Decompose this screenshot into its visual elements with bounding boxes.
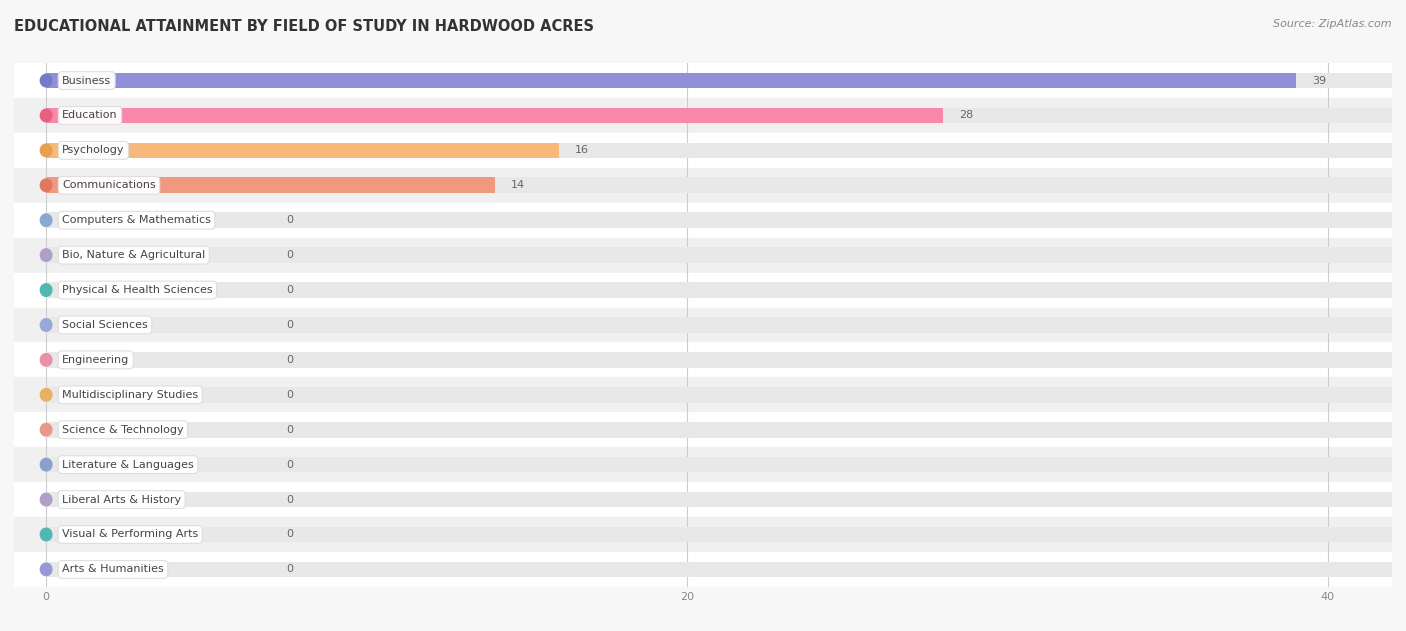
Bar (14, 343, 1392, 377)
Text: 14: 14 (510, 180, 524, 191)
Bar (14, 63, 1392, 98)
Bar (14, 552, 1392, 587)
Text: 0: 0 (287, 215, 294, 225)
Text: 16: 16 (575, 145, 589, 155)
Bar (46, 73, 1392, 88)
Circle shape (41, 249, 52, 261)
Bar (46, 108, 943, 123)
Text: 39: 39 (1312, 76, 1326, 86)
Bar (46, 177, 1392, 193)
Bar (46, 387, 1392, 403)
Text: Arts & Humanities: Arts & Humanities (62, 564, 165, 574)
Bar (46, 527, 1392, 542)
Text: 0: 0 (287, 564, 294, 574)
Text: Multidisciplinary Studies: Multidisciplinary Studies (62, 390, 198, 400)
Bar (14, 412, 1392, 447)
Text: 0: 0 (287, 320, 294, 330)
Bar (14, 447, 1392, 482)
Bar (14, 482, 1392, 517)
Text: Business: Business (62, 76, 111, 86)
Circle shape (41, 353, 52, 366)
Text: 0: 0 (287, 459, 294, 469)
Bar (46, 317, 1392, 333)
Circle shape (41, 214, 52, 227)
Text: 28: 28 (959, 110, 973, 121)
Text: Visual & Performing Arts: Visual & Performing Arts (62, 529, 198, 540)
Circle shape (41, 493, 52, 506)
Bar (46, 177, 495, 193)
Bar (14, 238, 1392, 273)
Text: 0: 0 (287, 355, 294, 365)
Text: 0: 0 (287, 285, 294, 295)
Circle shape (41, 74, 52, 87)
Bar (14, 168, 1392, 203)
Bar (14, 98, 1392, 133)
Bar (46, 562, 1392, 577)
Circle shape (41, 109, 52, 122)
Bar (14, 307, 1392, 343)
Bar (46, 247, 1392, 263)
Circle shape (41, 179, 52, 192)
Text: Engineering: Engineering (62, 355, 129, 365)
Circle shape (41, 563, 52, 575)
Circle shape (41, 423, 52, 436)
Text: Bio, Nature & Agricultural: Bio, Nature & Agricultural (62, 250, 205, 260)
Text: Psychology: Psychology (62, 145, 125, 155)
Bar (14, 133, 1392, 168)
Text: Source: ZipAtlas.com: Source: ZipAtlas.com (1274, 19, 1392, 29)
Text: 0: 0 (287, 390, 294, 400)
Bar (14, 203, 1392, 238)
Circle shape (41, 284, 52, 297)
Text: 0: 0 (287, 250, 294, 260)
Bar (14, 517, 1392, 552)
Text: 0: 0 (287, 425, 294, 435)
Bar (46, 282, 1392, 298)
Bar (46, 143, 1392, 158)
Bar (14, 377, 1392, 412)
Bar (46, 422, 1392, 437)
Bar (46, 213, 1392, 228)
Bar (46, 108, 1392, 123)
Circle shape (41, 528, 52, 541)
Text: Communications: Communications (62, 180, 156, 191)
Circle shape (41, 458, 52, 471)
Bar (46, 492, 1392, 507)
Bar (46, 457, 1392, 473)
Bar (46, 352, 1392, 368)
Text: Education: Education (62, 110, 118, 121)
Bar (46, 73, 1296, 88)
Text: EDUCATIONAL ATTAINMENT BY FIELD OF STUDY IN HARDWOOD ACRES: EDUCATIONAL ATTAINMENT BY FIELD OF STUDY… (14, 19, 595, 34)
Text: Computers & Mathematics: Computers & Mathematics (62, 215, 211, 225)
Bar (46, 143, 558, 158)
Bar (14, 273, 1392, 307)
Circle shape (41, 144, 52, 156)
Circle shape (41, 319, 52, 331)
Text: Liberal Arts & History: Liberal Arts & History (62, 495, 181, 505)
Text: 0: 0 (287, 495, 294, 505)
Text: Physical & Health Sciences: Physical & Health Sciences (62, 285, 212, 295)
Text: Science & Technology: Science & Technology (62, 425, 184, 435)
Text: 0: 0 (287, 529, 294, 540)
Text: Social Sciences: Social Sciences (62, 320, 148, 330)
Circle shape (41, 389, 52, 401)
Text: Literature & Languages: Literature & Languages (62, 459, 194, 469)
